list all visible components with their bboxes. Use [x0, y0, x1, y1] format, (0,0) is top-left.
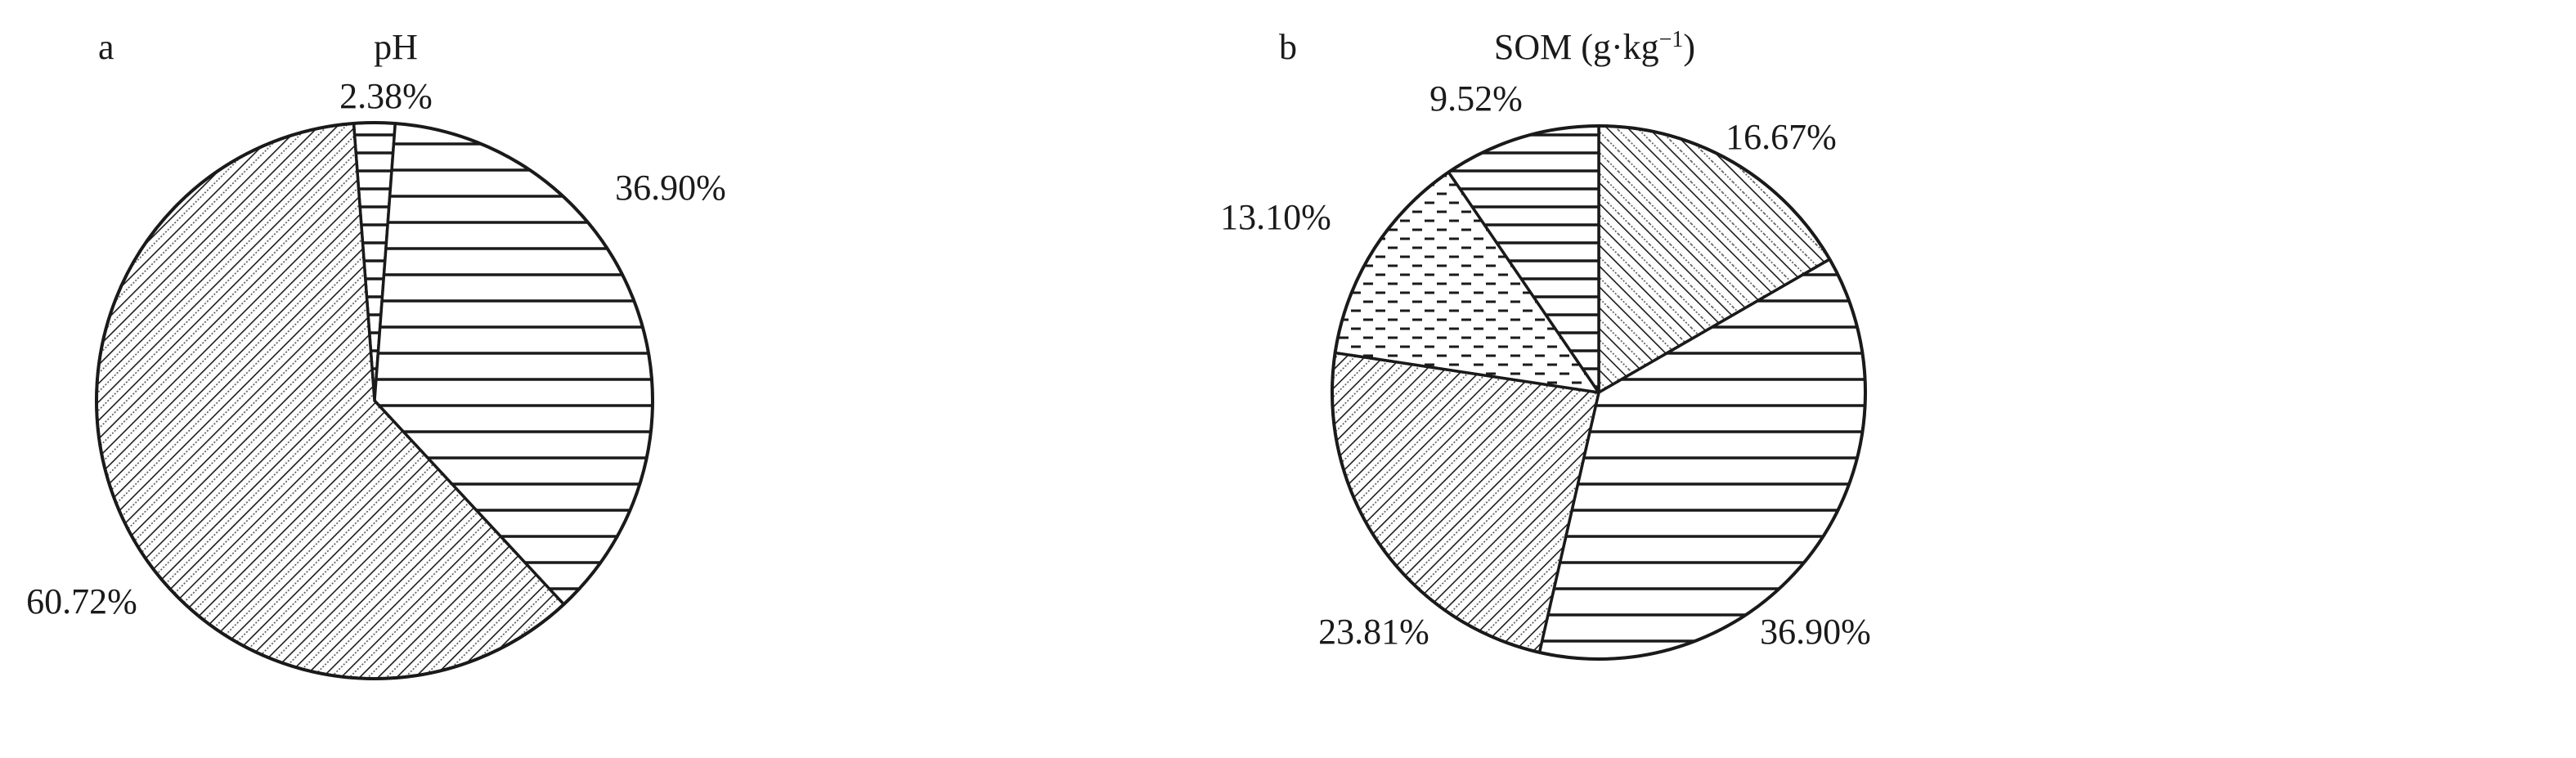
chart-a-pie — [95, 121, 654, 680]
chart-b-title: SOM (g·kg−1) — [1494, 27, 1695, 68]
chart-b-value-labels: 16.67% 36.90% 23.81% 13.10% 9.52% — [1220, 78, 1871, 652]
chart-b-value-label-4: 9.52% — [1429, 78, 1523, 119]
chart-a-ph: a pH 2.38% 36.90% 60.72% — [26, 27, 726, 680]
chart-a-value-label-2: 60.72% — [26, 581, 137, 621]
chart-b-panel-label: b — [1279, 27, 1297, 67]
chart-a-value-label-0: 2.38% — [339, 76, 433, 116]
chart-b-value-label-1: 36.90% — [1760, 612, 1871, 652]
chart-b-pie — [1331, 124, 1867, 661]
chart-b-value-label-0: 16.67% — [1726, 117, 1837, 157]
chart-b-value-label-3: 13.10% — [1220, 197, 1331, 237]
chart-b-value-label-2: 23.81% — [1318, 612, 1429, 652]
chart-b-outline — [1331, 124, 1867, 661]
chart-a-panel-label: a — [98, 27, 114, 67]
chart-b-som: b SOM (g·kg−1) 16.67% 36.90% 23.81% 13.10% 9… — [1220, 27, 1871, 661]
chart-a-title: pH — [374, 27, 418, 67]
chart-a-value-labels: 2.38% 36.90% 60.72% — [26, 76, 726, 621]
chart-a-value-label-1: 36.90% — [615, 168, 726, 208]
chart-a-outline — [95, 121, 654, 680]
